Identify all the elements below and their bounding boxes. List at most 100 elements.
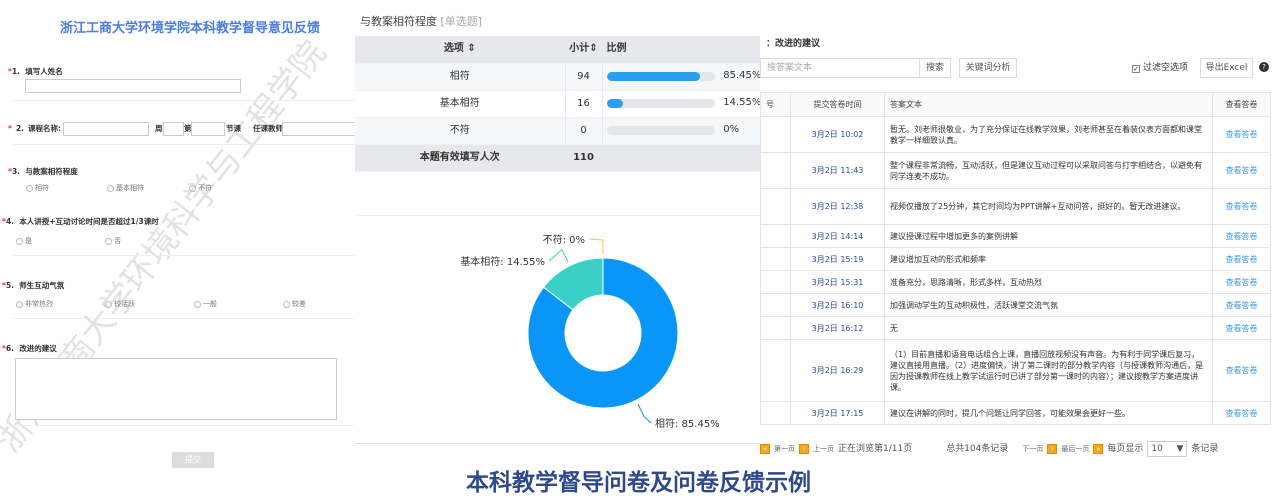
radio-option[interactable]: 非常热烈 bbox=[16, 299, 53, 309]
radio-icon bbox=[26, 184, 33, 192]
view-answer-link[interactable]: 查看答卷 bbox=[1212, 116, 1271, 153]
radio-icon bbox=[189, 184, 196, 192]
radio-icon bbox=[105, 300, 112, 308]
row-index bbox=[760, 339, 791, 402]
search-button[interactable]: 搜索 bbox=[919, 58, 951, 78]
checkbox-icon: ✓ bbox=[1132, 64, 1140, 73]
keyword-analysis-button[interactable]: 关键词分析 bbox=[959, 58, 1017, 78]
divider bbox=[12, 318, 355, 319]
table-row: 3月2日 16:12 无查看答卷 bbox=[760, 316, 1271, 340]
teacher-input[interactable] bbox=[282, 122, 355, 136]
radio-option[interactable]: 较差 bbox=[283, 299, 306, 309]
section-input[interactable] bbox=[191, 122, 225, 136]
radio-icon bbox=[283, 300, 290, 308]
statistics-panel: 与教案相符程度 [单选题] 选项 ⇕ 小计⇕ 比例 相符 94 85.45% 基本相符 1… bbox=[355, 0, 775, 450]
label-leader-line bbox=[588, 238, 604, 254]
question-5: *5. 师生互动气氛 bbox=[2, 281, 65, 290]
last-page-icon[interactable]: » bbox=[1093, 444, 1104, 454]
answer-text: 暂无。刘老师很敬业，为了充分保证在线教学效果，刘老师甚至在着装仪表方面都和课堂教… bbox=[884, 116, 1213, 153]
view-answer-link[interactable]: 查看答卷 bbox=[1212, 224, 1271, 248]
radio-option[interactable]: 相符 bbox=[26, 183, 49, 193]
donut-slice bbox=[542, 257, 604, 311]
answer-text: 视频仅播放了25分钟，其它时间均为PPT讲解+互动问答，挺好的。暂无改进建议。 bbox=[884, 188, 1213, 225]
radio-icon bbox=[194, 300, 201, 308]
table-row: 3月2日 10:02 暂无。刘老师很敬业，为了充分保证在线教学效果，刘老师甚至在着… bbox=[760, 116, 1271, 153]
view-answer-link[interactable]: 查看答卷 bbox=[1212, 188, 1271, 225]
row-index bbox=[760, 401, 791, 425]
view-answer-link[interactable]: 查看答卷 bbox=[1212, 270, 1271, 294]
label-leader-line bbox=[637, 403, 652, 424]
table-row: 3月2日 15:31 准备充分，思路清晰，形式多样，互动热烈 查看答卷 bbox=[760, 270, 1271, 294]
divider bbox=[355, 215, 775, 216]
prev-page-link[interactable]: 上一页 bbox=[813, 445, 834, 453]
submit-time: 3月2日 15:31 bbox=[790, 270, 885, 294]
page-status: 正在浏览第1/11页 bbox=[838, 444, 913, 454]
divider bbox=[12, 144, 355, 145]
export-excel-button[interactable]: 导出Excel bbox=[1200, 58, 1253, 78]
name-input[interactable] bbox=[25, 79, 241, 93]
radio-option[interactable]: 是 bbox=[16, 236, 32, 246]
divider bbox=[12, 425, 355, 426]
last-page-link[interactable]: 最后一页 bbox=[1061, 445, 1090, 453]
per-page-select[interactable]: 10 ▼ bbox=[1147, 441, 1188, 457]
first-page-link[interactable]: 第一页 bbox=[774, 445, 795, 453]
answers-table: 号提交答卷时间 答案文本 查看答卷 3月2日 10:02 暂无。刘老师很敬业，为了充分… bbox=[760, 92, 1271, 425]
question-4: *4. 本人讲授+互动讨论时间是否超过1/3课时 bbox=[2, 217, 159, 226]
row-index bbox=[760, 316, 791, 340]
col-option[interactable]: 选项 ⇕ bbox=[355, 36, 566, 64]
view-answer-link[interactable]: 查看答卷 bbox=[1212, 401, 1271, 425]
radio-option[interactable]: 否 bbox=[105, 236, 121, 246]
row-index bbox=[760, 152, 791, 189]
submit-time: 3月2日 17:15 bbox=[790, 401, 885, 425]
course-name-input[interactable] bbox=[63, 122, 149, 136]
radio-option[interactable]: 一般 bbox=[194, 299, 217, 309]
per-page-label: 每页显示 bbox=[1107, 444, 1144, 454]
answers-panel: ：改进的建议 搜答案文本 搜索 关键词分析 ✓ 过滤空选项 导出Excel ? 号… bbox=[760, 30, 1277, 470]
submit-time: 3月2日 11:43 bbox=[790, 152, 885, 189]
submit-time: 3月2日 15:19 bbox=[790, 247, 885, 271]
col-text: 答案文本 bbox=[884, 92, 1213, 117]
submit-time: 3月2日 12:38 bbox=[790, 188, 885, 225]
radio-icon bbox=[107, 184, 114, 192]
search-input[interactable]: 搜答案文本 bbox=[760, 58, 920, 78]
table-row: 3月2日 16:29 （1）目前直播和语音电话组合上课，直播回放视频没有声音。为有… bbox=[760, 339, 1271, 402]
view-answer-link[interactable]: 查看答卷 bbox=[1212, 316, 1271, 340]
answer-text: 准备充分，思路清晰，形式多样，互动热烈 bbox=[884, 270, 1213, 294]
suggestion-textarea[interactable] bbox=[15, 358, 337, 420]
week-input[interactable] bbox=[163, 122, 184, 136]
table-row: 3月2日 11:43 整个课程非常流畅，互动活跃，但是建议互动过程可以采取问答与打… bbox=[760, 152, 1271, 189]
table-row: 3月2日 12:38 视频仅播放了25分钟，其它时间均为PPT讲解+互动问答，挺好… bbox=[760, 188, 1271, 225]
survey-form-panel: 浙江工商大学环境科学与工程学院 浙江工商大学环境学院本科教学督导意见反馈 *1.… bbox=[0, 0, 355, 470]
view-answer-link[interactable]: 查看答卷 bbox=[1212, 152, 1271, 189]
radio-option[interactable]: 较活跃 bbox=[105, 299, 135, 309]
submit-button[interactable]: 提交 bbox=[172, 452, 214, 468]
view-answer-link[interactable]: 查看答卷 bbox=[1212, 247, 1271, 271]
next-page-icon[interactable]: › bbox=[1047, 444, 1058, 454]
row-index bbox=[760, 224, 791, 248]
row-index bbox=[760, 270, 791, 294]
col-count[interactable]: 小计⇕ bbox=[565, 36, 603, 64]
first-page-icon[interactable]: « bbox=[760, 444, 770, 454]
progress-bar bbox=[607, 71, 716, 81]
records-unit-label: 条记录 bbox=[1191, 444, 1219, 454]
help-icon[interactable]: ? bbox=[1259, 62, 1269, 72]
table-row: 3月2日 14:14 建议授课过程中增加更多的案例讲解 查看答卷 bbox=[760, 224, 1271, 248]
table-row: 不符 0 0% bbox=[355, 117, 773, 145]
prev-page-icon[interactable]: ‹ bbox=[799, 444, 809, 454]
col-index: 号 bbox=[760, 92, 791, 117]
question-title: 与教案相符程度 [单选题] bbox=[360, 15, 483, 28]
slice-label: 不符: 0% bbox=[543, 233, 585, 246]
filter-empty-checkbox[interactable]: ✓ 过滤空选项 bbox=[1132, 63, 1189, 73]
radio-option[interactable]: 不符 bbox=[189, 183, 212, 193]
next-page-link[interactable]: 下一页 bbox=[1022, 445, 1044, 453]
view-answer-link[interactable]: 查看答卷 bbox=[1212, 339, 1271, 402]
question-2: * 2. 课程名称: bbox=[8, 124, 62, 133]
total-records: 总共104条记录 bbox=[946, 444, 1009, 454]
radio-option[interactable]: 基本相符 bbox=[107, 183, 144, 193]
table-row: 3月2日 15:19 建议增加互动的形式和频率 查看答卷 bbox=[760, 247, 1271, 271]
answer-text: 建议授课过程中增加更多的案例讲解 bbox=[884, 224, 1213, 248]
divider bbox=[355, 443, 775, 444]
radio-icon bbox=[16, 237, 23, 245]
view-answer-link[interactable]: 查看答卷 bbox=[1212, 293, 1271, 317]
row-index bbox=[760, 116, 791, 153]
